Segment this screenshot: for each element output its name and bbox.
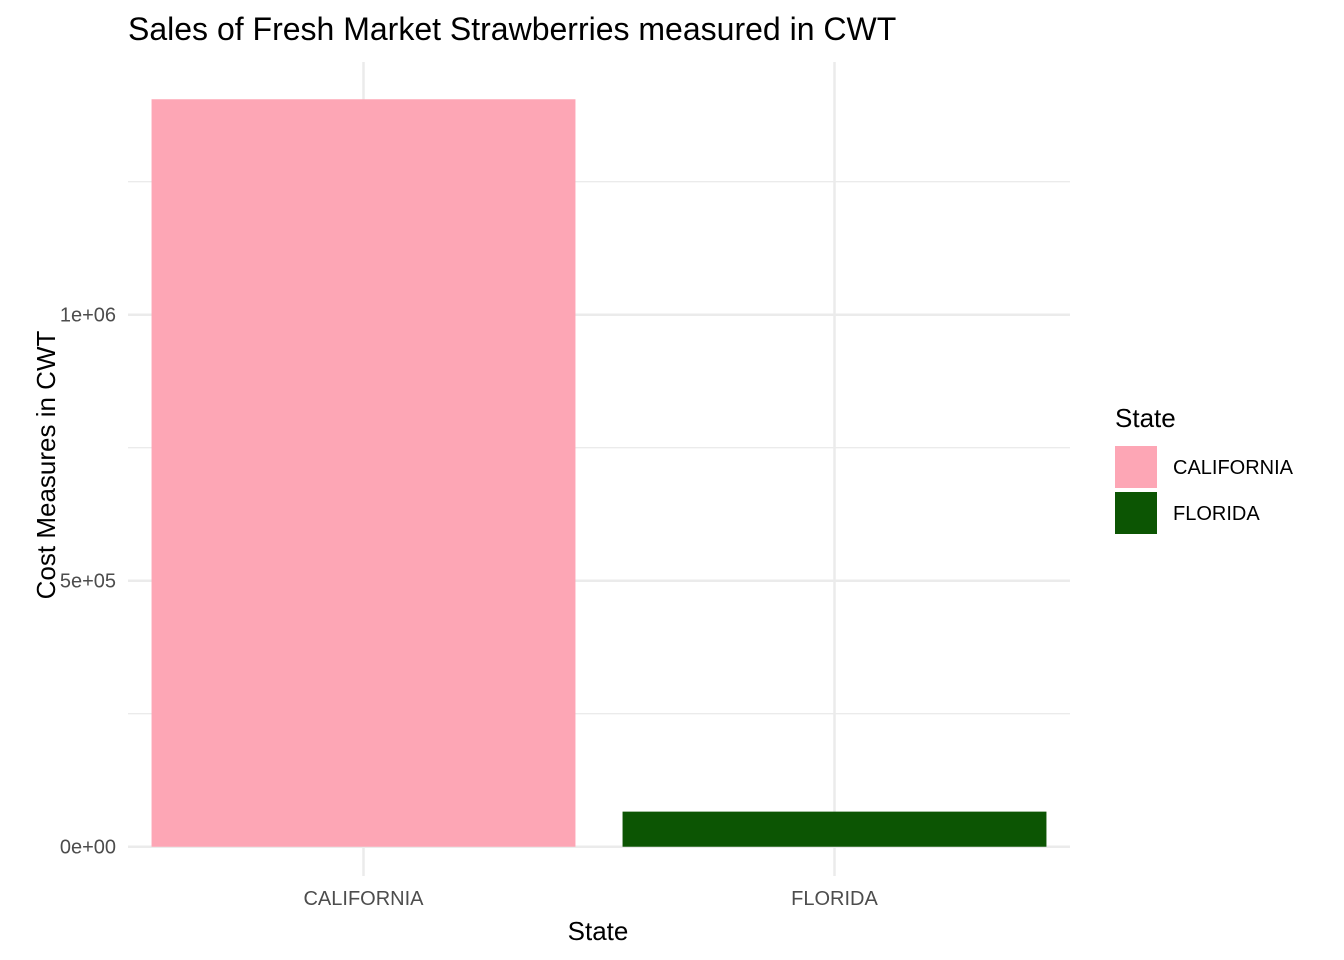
bars (151, 99, 1047, 847)
y-axis-ticks: 0e+00 5e+05 1e+06 (60, 305, 116, 859)
x-tick-label: CALIFORNIA (303, 888, 424, 910)
legend-swatch (1115, 492, 1157, 534)
legend-label: FLORIDA (1173, 503, 1260, 525)
y-tick-label: 1e+06 (60, 305, 116, 327)
legend: State CALIFORNIA FLORIDA (1115, 403, 1294, 534)
legend-swatch (1115, 446, 1157, 488)
bar-california (151, 99, 576, 847)
bar-florida (622, 811, 1047, 847)
x-axis-ticks: CALIFORNIA FLORIDA (303, 888, 878, 910)
y-tick-label: 5e+05 (60, 571, 116, 593)
legend-label: CALIFORNIA (1173, 457, 1294, 479)
y-axis-title: Cost Measures in CWT (31, 331, 61, 600)
legend-title: State (1115, 403, 1176, 433)
legend-items: CALIFORNIA FLORIDA (1115, 446, 1294, 534)
x-axis-title: State (568, 916, 629, 946)
y-tick-label: 0e+00 (60, 837, 116, 859)
chart-title: Sales of Fresh Market Strawberries measu… (128, 11, 896, 47)
x-tick-label: FLORIDA (791, 888, 878, 910)
